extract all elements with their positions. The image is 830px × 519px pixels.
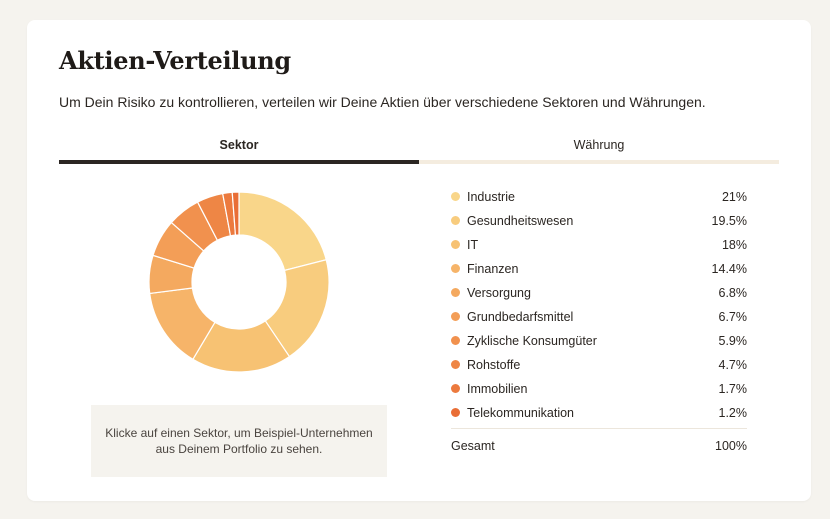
legend-label: IT [467, 238, 479, 252]
total-value: 100% [715, 439, 747, 453]
legend-item[interactable]: Zyklische Konsumgüter 5.9% [451, 329, 747, 353]
legend-value: 4.7% [718, 358, 748, 372]
donut-svg [148, 191, 330, 373]
legend-color-dot [451, 360, 460, 369]
legend-value: 6.7% [718, 310, 748, 324]
allocation-card: Aktien-Verteilung Um Dein Risiko zu kont… [27, 20, 811, 501]
legend-color-dot [451, 384, 460, 393]
legend-value: 1.7% [718, 382, 748, 396]
legend-item[interactable]: Gesundheitswesen 19.5% [451, 209, 747, 233]
legend-item[interactable]: Versorgung 6.8% [451, 281, 747, 305]
legend-label: Telekommunikation [467, 406, 574, 420]
legend-color-dot [451, 336, 460, 345]
legend-label: Immobilien [467, 382, 528, 396]
total-label: Gesamt [451, 439, 495, 453]
sector-legend: Industrie 21% Gesundheitswesen 19.5% IT 18% Fi… [451, 185, 747, 425]
legend-item[interactable]: Grundbedarfsmittel 6.7% [451, 305, 747, 329]
legend-label: Industrie [467, 190, 515, 204]
legend-value: 14.4% [711, 262, 747, 276]
legend-color-dot [451, 312, 460, 321]
total-row: Gesamt 100% [451, 434, 747, 458]
legend-label: Rohstoffe [467, 358, 521, 372]
tab-sektor[interactable]: Sektor [59, 130, 419, 164]
legend-label: Grundbedarfsmittel [467, 310, 574, 324]
legend-value: 1.2% [718, 406, 748, 420]
legend-color-dot [451, 192, 460, 201]
legend-value: 6.8% [718, 286, 748, 300]
legend-item[interactable]: Immobilien 1.7% [451, 377, 747, 401]
legend-value: 19.5% [711, 214, 747, 228]
legend-divider [451, 428, 747, 429]
legend-label: Gesundheitswesen [467, 214, 574, 228]
donut-slice[interactable] [238, 191, 327, 272]
legend-label: Zyklische Konsumgüter [467, 334, 597, 348]
legend-color-dot [451, 408, 460, 417]
card-title: Aktien-Verteilung [59, 46, 291, 75]
legend-item[interactable]: Telekommunikation 1.2% [451, 401, 747, 425]
sector-hint-text: Klicke auf einen Sektor, um Beispiel-Unt… [105, 426, 373, 456]
card-subtitle: Um Dein Risiko zu kontrollieren, verteil… [59, 94, 706, 110]
legend-color-dot [451, 288, 460, 297]
legend-item[interactable]: Rohstoffe 4.7% [451, 353, 747, 377]
legend-color-dot [451, 240, 460, 249]
legend-value: 21% [721, 190, 747, 204]
legend-color-dot [451, 264, 460, 273]
legend-item[interactable]: IT 18% [451, 233, 747, 257]
sector-donut-chart [147, 190, 331, 374]
legend-item[interactable]: Finanzen 14.4% [451, 257, 747, 281]
legend-value: 18% [721, 238, 747, 252]
legend-item[interactable]: Industrie 21% [451, 185, 747, 209]
sector-hint-box: Klicke auf einen Sektor, um Beispiel-Unt… [91, 405, 387, 477]
tab-waehrung[interactable]: Währung [419, 130, 779, 164]
donut-slice[interactable] [231, 191, 240, 236]
legend-label: Versorgung [467, 286, 531, 300]
tab-bar: Sektor Währung [59, 130, 779, 164]
legend-value: 5.9% [718, 334, 748, 348]
legend-label: Finanzen [467, 262, 519, 276]
legend-color-dot [451, 216, 460, 225]
